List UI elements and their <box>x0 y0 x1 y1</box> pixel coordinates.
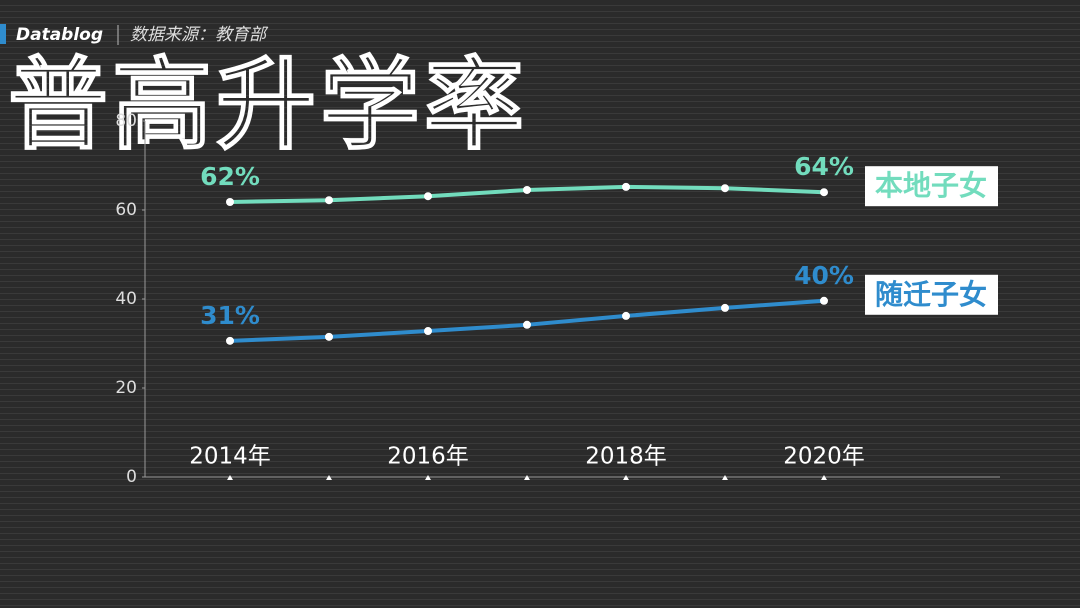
point <box>523 185 531 194</box>
point <box>226 197 234 206</box>
y-tick-label: 40 <box>115 289 137 309</box>
point <box>820 188 828 197</box>
x-tick <box>722 475 728 480</box>
series-line <box>229 298 825 343</box>
x-tick <box>425 475 431 480</box>
point <box>325 332 333 341</box>
legend-box <box>865 274 998 315</box>
point <box>622 311 630 320</box>
x-tick <box>821 475 827 480</box>
value-label: 62% <box>200 162 260 191</box>
y-tick-label: 80 <box>115 111 137 131</box>
x-tick-label: 2016年 <box>387 444 469 470</box>
value-label: 40% <box>794 261 854 290</box>
point <box>424 192 432 201</box>
x-tick <box>227 475 233 480</box>
value-label: 31% <box>200 301 260 330</box>
point <box>523 320 531 329</box>
legend-box <box>865 166 998 207</box>
y-tick-label: 0 <box>126 467 137 487</box>
point <box>622 182 630 191</box>
point <box>226 336 234 345</box>
x-tick-label: 2020年 <box>783 444 865 470</box>
x-tick-label: 2014年 <box>189 444 271 470</box>
value-label: 64% <box>794 152 854 181</box>
brand: Datablog <box>16 25 103 45</box>
point <box>721 184 729 193</box>
point <box>325 196 333 205</box>
chart-title: 普高升学率 <box>8 46 528 163</box>
point <box>424 327 432 336</box>
legend-label: 随迁子女 <box>875 278 987 311</box>
x-tick <box>524 475 530 480</box>
x-tick <box>623 475 629 480</box>
point <box>820 296 828 305</box>
x-tick-label: 2018年 <box>585 444 667 470</box>
y-tick-label: 20 <box>115 378 137 398</box>
point <box>721 303 729 312</box>
brand-bar <box>0 24 6 44</box>
y-tick-label: 60 <box>115 200 137 220</box>
x-tick <box>326 475 332 480</box>
source: 数据来源：教育部 <box>130 25 269 45</box>
legend-label: 本地子女 <box>875 169 987 202</box>
